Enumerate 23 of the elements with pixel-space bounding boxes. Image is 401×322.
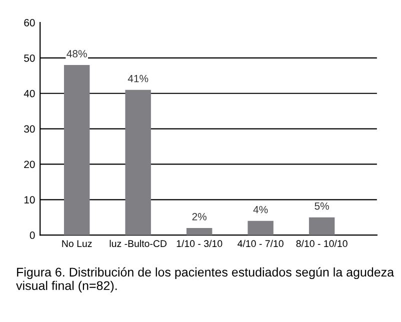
bar: [248, 220, 274, 236]
bar: [125, 90, 151, 236]
bar: [308, 217, 335, 236]
x-tick-label: luz -Bulto-CD: [110, 240, 167, 248]
x-tick-label: 4/10 - 7/10: [238, 240, 284, 248]
y-tick-label: 50: [24, 54, 35, 62]
data-label: 48%: [66, 50, 87, 58]
y-tick-label: 40: [24, 90, 35, 98]
bar: [186, 228, 212, 236]
text: Figura 6. Distribución de los pacientes estudiados según la agudeza visual final (n=82).: [16, 267, 394, 293]
x-tick-label: 8/10 - 10/10: [296, 240, 348, 248]
x-tick-label: No Luz: [62, 240, 92, 248]
y-tick-label: 60: [24, 19, 35, 26]
y-tick-label: 30: [24, 125, 35, 133]
data-label: 2%: [192, 212, 206, 220]
y-tick-label: 0: [30, 232, 35, 239]
data-label: 4%: [253, 206, 268, 214]
data-label: 41%: [128, 74, 148, 82]
y-tick-label: 20: [24, 160, 35, 168]
y-tick-label: 10: [24, 196, 35, 204]
data-label: 5%: [314, 202, 329, 210]
bar: [64, 65, 90, 236]
x-tick-label: 1/10 - 3/10: [176, 240, 222, 248]
